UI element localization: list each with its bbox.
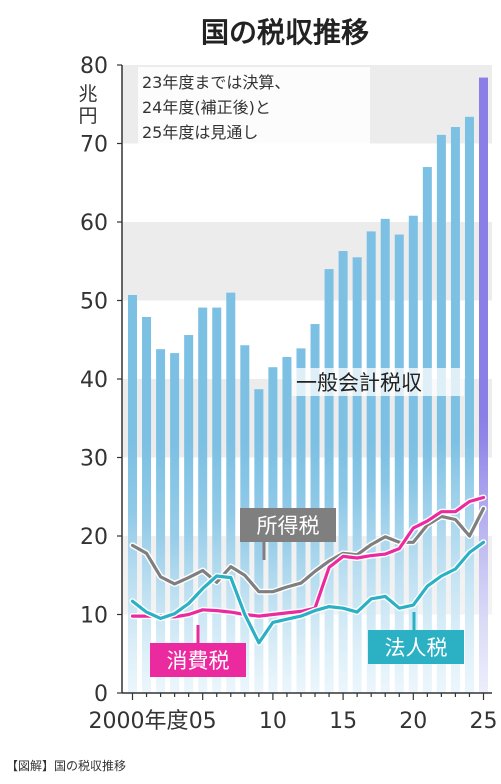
- bar: [436, 134, 446, 694]
- bar: [422, 167, 432, 694]
- y-tick-label: 30: [80, 447, 108, 472]
- x-tick-label: 05: [189, 709, 217, 734]
- income-tax-label-text: 所得税: [257, 514, 320, 538]
- bar: [464, 116, 474, 693]
- bar-series-label-text: 一般会計税収: [296, 371, 422, 395]
- y-tick-label: 80: [80, 54, 108, 79]
- chart-title: 国の税収推移: [201, 16, 369, 49]
- y-tick-label: 40: [80, 368, 108, 393]
- y-tick-labels: 0 10 20 30 40 50 60 70 80: [80, 54, 122, 707]
- line-series-消費税: [130, 495, 486, 619]
- bar-series-label: 一般会計税収: [292, 368, 464, 396]
- note-line-2: 24年度(補正後)と: [142, 98, 271, 117]
- grid-band: [122, 222, 492, 301]
- line-series-group: [129, 494, 487, 646]
- income-tax-label: 所得税: [240, 508, 336, 560]
- note-line-3: 25年度は見通し: [142, 123, 258, 142]
- note-box: 23年度までは決算、 24年度(補正後)と 25年度は見通し: [138, 67, 370, 149]
- y-tick-label: 50: [80, 290, 108, 315]
- unit-label-bottom: 円: [78, 105, 97, 127]
- x-tick-labels: 2000年度 05 10 15 20 25: [89, 693, 498, 734]
- y-tick-label: 20: [80, 525, 108, 550]
- corporate-tax-label-text: 法人税: [385, 636, 448, 660]
- bar-projected: [479, 77, 488, 693]
- consumption-tax-label: 消費税: [150, 625, 246, 677]
- y-tick-label: 10: [80, 604, 108, 629]
- corporate-tax-label: 法人税: [368, 612, 464, 664]
- unit-label-top: 兆: [78, 83, 97, 105]
- bar: [450, 127, 460, 693]
- x-tick-label: 25: [470, 709, 498, 734]
- x-tick-label: 2000年度: [89, 709, 189, 734]
- x-tick-label: 10: [259, 709, 287, 734]
- caption: 【図解】国の税収推移: [6, 759, 126, 773]
- grid-band: [122, 143, 492, 222]
- y-tick-label: 60: [80, 211, 108, 236]
- consumption-tax-label-text: 消費税: [167, 649, 230, 673]
- line-series-所得税: [130, 506, 486, 594]
- x-tick-label: 15: [329, 709, 357, 734]
- x-tick-label: 20: [399, 709, 427, 734]
- line-series-法人税: [130, 540, 486, 645]
- y-tick-label: 0: [94, 682, 108, 707]
- y-tick-label: 70: [80, 133, 108, 158]
- note-line-1: 23年度までは決算、: [142, 73, 290, 92]
